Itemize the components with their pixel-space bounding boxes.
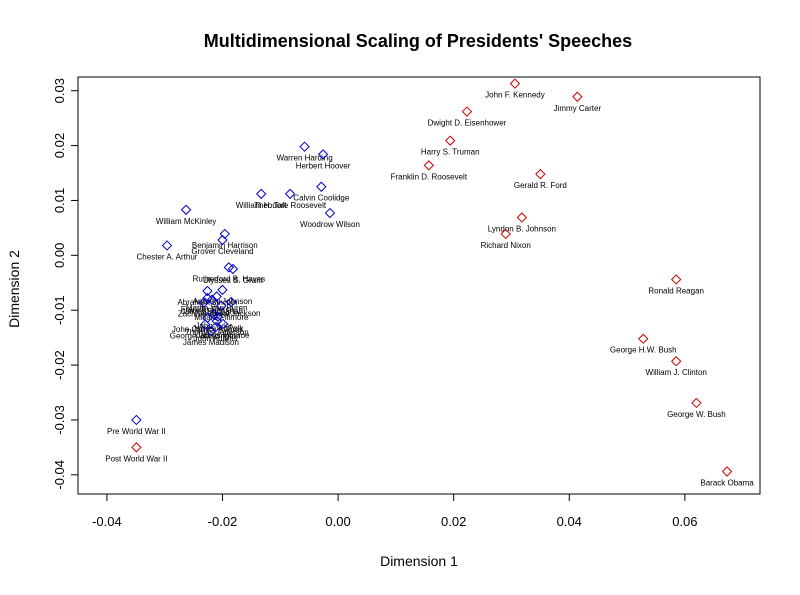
data-point	[721, 466, 733, 477]
point-label: Andrew Johnson	[193, 297, 253, 306]
data-point	[461, 106, 473, 117]
data-point	[535, 168, 546, 180]
point-label: Ronald Reagan	[648, 286, 704, 295]
data-points: Pre World War II Post World War II John F.…	[105, 78, 754, 488]
y-axis: -0.04 -0.03 -0.02 -0.01 0.00 0.01 0.02 0.03	[52, 78, 79, 490]
data-point	[211, 315, 222, 327]
point-label: Zachary Taylor	[178, 310, 231, 319]
data-point	[225, 296, 237, 308]
point-label: George W. Bush	[667, 410, 726, 419]
data-point	[324, 207, 336, 219]
point-label: James Madison	[183, 338, 239, 347]
data-point	[223, 262, 235, 273]
point-label: William H. Taft	[236, 201, 288, 210]
point-label: Lyndon B. Johnson	[488, 224, 556, 233]
data-point	[198, 297, 210, 308]
data-point	[284, 188, 296, 200]
point-label: Richard Nixon	[481, 241, 531, 250]
point-label: Franklin D. Roosevelt	[391, 172, 468, 181]
x-tick-label: 0.00	[325, 514, 350, 529]
point-label: Barack Obama	[700, 479, 754, 488]
x-axis: -0.04 -0.02 0.00 0.02 0.04 0.06	[92, 493, 698, 529]
data-point	[423, 160, 435, 171]
y-tick-label: -0.04	[52, 460, 67, 490]
point-label: Jimmy Carter	[554, 104, 602, 113]
point-label: Benjamin Harrison	[192, 241, 258, 250]
point-label: Dwight D. Eisenhower	[428, 119, 507, 128]
y-axis-label: Dimension 2	[6, 250, 22, 328]
point-label: Theodore Roosevelt	[254, 201, 327, 210]
point-label: George H.W. Bush	[610, 346, 677, 355]
data-point	[161, 240, 173, 251]
data-point	[212, 311, 224, 322]
data-point	[316, 181, 327, 192]
y-tick-label: -0.01	[52, 295, 67, 325]
point-label: Woodrow Wilson	[300, 220, 360, 229]
data-point	[211, 291, 222, 302]
point-label: Gerald R. Ford	[514, 181, 567, 190]
data-point	[670, 274, 682, 285]
x-tick-label: -0.02	[208, 514, 238, 529]
data-point	[572, 91, 583, 102]
data-point	[131, 442, 142, 453]
point-label: John Adams	[194, 334, 238, 343]
point-label: Warren Harding	[276, 154, 332, 163]
point-label: George Washington	[170, 331, 241, 340]
data-point	[217, 284, 228, 296]
point-label: Andrew Jackson	[202, 309, 261, 318]
point-label: Thomas Jefferson	[185, 328, 249, 337]
y-tick-label: 0.03	[52, 78, 67, 103]
data-point	[131, 414, 142, 426]
data-point	[500, 228, 511, 240]
data-point	[227, 263, 239, 275]
point-label: William McKinley	[156, 217, 216, 226]
point-label: Calvin Coolidge	[293, 194, 350, 203]
point-label: Pre World War II	[107, 427, 166, 436]
y-tick-label: 0.02	[52, 133, 67, 158]
x-tick-label: -0.04	[92, 514, 122, 529]
data-point	[206, 294, 218, 305]
point-label: Rutherford B. Hayes	[193, 274, 265, 283]
point-label: Harry S. Truman	[421, 148, 480, 157]
data-point	[516, 212, 528, 223]
data-point	[509, 78, 521, 89]
x-axis-label: Dimension 1	[380, 553, 458, 569]
data-point	[217, 234, 228, 246]
data-point	[256, 188, 267, 200]
y-tick-label: 0.01	[52, 188, 67, 213]
point-label: William J. Clinton	[646, 368, 707, 377]
point-label: Chester A. Arthur	[137, 252, 198, 261]
data-point	[691, 397, 702, 409]
data-point	[180, 204, 192, 215]
point-label: John F. Kennedy	[485, 91, 545, 100]
point-label: Herbert Hoover	[296, 161, 351, 170]
point-label: Post World War II	[105, 454, 167, 463]
y-tick-label: 0.00	[52, 243, 67, 268]
data-point	[317, 149, 329, 160]
data-point	[217, 318, 229, 330]
data-point	[205, 325, 217, 337]
data-point	[216, 300, 227, 312]
data-point	[445, 135, 456, 146]
point-label: Martin Van Buren	[186, 303, 248, 312]
chart-title: Multidimensional Scaling of Presidents' …	[204, 31, 632, 51]
point-label: John Tyler	[195, 322, 232, 331]
point-label: Grover Cleveland	[191, 247, 253, 256]
point-label: Franklin Pierce	[181, 305, 235, 314]
point-label: Ulysses S. Grant	[203, 276, 264, 285]
x-tick-label: 0.04	[557, 514, 582, 529]
data-point	[638, 333, 649, 344]
x-tick-label: 0.02	[441, 514, 466, 529]
data-point	[299, 141, 310, 152]
data-point	[199, 319, 211, 330]
data-point	[210, 321, 221, 333]
data-point	[670, 356, 682, 367]
y-tick-label: -0.03	[52, 405, 67, 435]
data-point	[202, 285, 213, 297]
point-label: James Monroe	[197, 331, 250, 340]
x-tick-label: 0.06	[672, 514, 697, 529]
y-tick-label: -0.02	[52, 350, 67, 380]
